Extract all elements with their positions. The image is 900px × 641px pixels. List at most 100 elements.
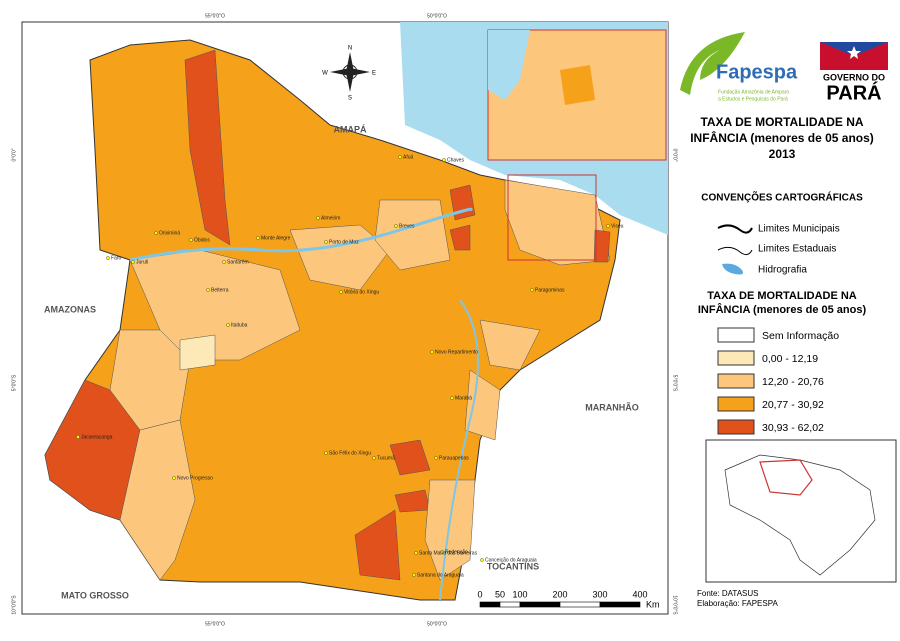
municipality-seat [339, 290, 343, 294]
municipality-label: Breves [399, 223, 415, 229]
municipality-label: Conceição do Araguaia [485, 557, 537, 563]
logo-fapespa [680, 32, 745, 95]
municipality-seat [480, 558, 484, 562]
municipality-seat [206, 288, 210, 292]
municipality-label: São Félix do Xingu [329, 450, 371, 456]
municipality-seat [434, 456, 438, 460]
title: 2013 [769, 147, 796, 161]
coord-label: 0°0'0" [11, 148, 17, 161]
municipality-label: Jacareacanga [81, 434, 113, 440]
conv-label: Hidrografia [758, 265, 807, 276]
source: Fonte: DATASUS [697, 589, 759, 598]
municipality-seat [154, 231, 158, 235]
region [560, 65, 595, 105]
river [129, 207, 473, 262]
compass-label: W [322, 71, 328, 77]
municipality-label: Santa Maria das Barreiras [419, 550, 478, 556]
municipality-label: Vitória do Xingu [344, 289, 379, 295]
region [464, 369, 501, 441]
region [389, 439, 431, 476]
coord-label: 50°0'0"O [427, 13, 447, 19]
legend-label: 20,77 - 30,92 [762, 399, 824, 411]
region [593, 229, 611, 263]
legend-label: 12,20 - 20,76 [762, 376, 824, 388]
neighbor-label: AMAZONAS [44, 304, 96, 314]
municipality-label: Redenção [445, 549, 468, 555]
municipality-label: Tucumã [377, 455, 395, 461]
conv-symbol [717, 246, 753, 256]
legend-label: Sem Informação [762, 330, 839, 342]
municipality-seat [316, 216, 320, 220]
legend-title: INFÂNCIA (menores de 05 anos) [698, 303, 867, 316]
scale-segment [519, 601, 561, 608]
coord-label: 0°0'0" [672, 148, 678, 161]
neighbor-label: AMAPÁ [334, 124, 367, 134]
municipality-seat [172, 476, 176, 480]
legend-label: 30,93 - 62,02 [762, 422, 824, 434]
municipality-seat [324, 240, 328, 244]
legend: Sem Informação 0,00 - 12,19 12,20 - 20,76 2… [717, 327, 839, 435]
municipality-label: Óbidos [194, 236, 210, 243]
logo-governo-text: GOVERNO DO [823, 72, 885, 82]
scale-label: 50 [495, 589, 505, 599]
municipality-label: Belterra [211, 287, 229, 293]
region [424, 479, 476, 581]
municipality-label: Paragominas [535, 287, 565, 293]
municipality-seat [430, 350, 434, 354]
conv-label: Limites Municipais [758, 224, 840, 235]
municipality-seat [394, 224, 398, 228]
municipality-label: Almeirim [321, 215, 340, 221]
coord-label: 50°0'0"O [427, 621, 447, 627]
region [504, 179, 611, 266]
scale-label: 300 [592, 589, 607, 599]
municipality-seat [530, 288, 534, 292]
municipality-seat [412, 573, 416, 577]
region [479, 319, 541, 371]
inset-sea [488, 30, 530, 100]
region [449, 184, 476, 221]
scale-segment [499, 601, 521, 608]
municipality-seat [606, 224, 610, 228]
legend-swatch [717, 373, 755, 389]
title: INFÂNCIA (menores de 05 anos) [690, 130, 874, 145]
logo-para-text: PARÁ [826, 81, 881, 104]
compass-label: N [348, 46, 352, 52]
scale-segment [559, 601, 601, 608]
river [439, 299, 479, 601]
municipality-label: Chaves [447, 157, 464, 163]
municipality-label: Oriximiná [159, 230, 180, 236]
municipality-label: Santana do Araguaia [417, 572, 464, 578]
municipality-label: Santarém [227, 259, 249, 265]
conv-symbol [722, 263, 744, 275]
coord-label: 5°0'0"S [11, 374, 17, 391]
neighbor-label: MARANHÃO [585, 402, 639, 412]
conventions-title: CONVENÇÕES CARTOGRÁFICAS [701, 191, 863, 204]
municipality-label: Itaituba [231, 322, 248, 328]
municipality-seat [442, 158, 446, 162]
logo-text: Fapespa [716, 61, 798, 83]
municipality-label: Viseu [611, 223, 624, 229]
region [184, 49, 231, 246]
coord-label: 55°0'0"O [205, 13, 225, 19]
legend-title: TAXA DE MORTALIDADE NA [707, 290, 857, 302]
municipality-label: Faro [111, 255, 122, 261]
neighbor-label: MATO GROSSO [61, 590, 129, 600]
municipality-seat [450, 396, 454, 400]
municipality-label: Novo Repartimento [435, 349, 478, 355]
municipality-seat [222, 260, 226, 264]
scale-segment [599, 601, 641, 608]
logo-governo [820, 42, 888, 70]
compass-label: E [372, 71, 376, 77]
municipality-seat [414, 551, 418, 555]
municipality-label: Juruti [136, 259, 148, 265]
municipality-label: Parauapebas [439, 455, 469, 461]
scale-label: 100 [512, 589, 527, 599]
municipality-seat [131, 260, 135, 264]
scale-label: 200 [552, 589, 567, 599]
coord-label: 5°0'0"S [672, 375, 678, 392]
region [179, 334, 216, 371]
coord-label: 55°0'0"O [205, 621, 225, 627]
para-highlight [759, 459, 813, 496]
